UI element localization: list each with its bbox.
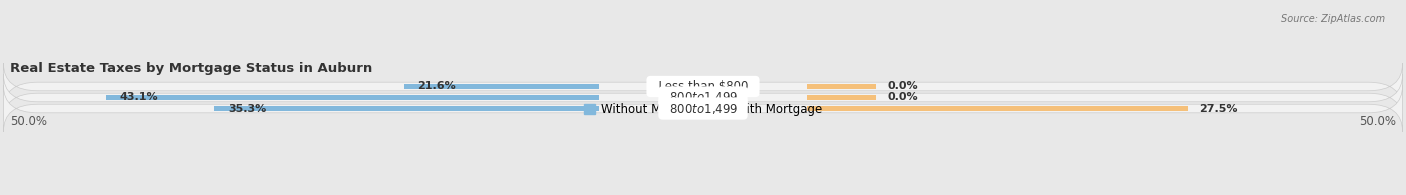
Text: 27.5%: 27.5% — [1199, 104, 1237, 113]
Text: 43.1%: 43.1% — [120, 92, 159, 103]
Bar — [105, 95, 599, 100]
Bar — [214, 106, 599, 111]
FancyBboxPatch shape — [3, 63, 1403, 110]
Bar — [807, 84, 876, 89]
Text: 50.0%: 50.0% — [10, 115, 48, 128]
Text: $800 to $1,499: $800 to $1,499 — [662, 90, 744, 105]
Bar — [404, 84, 599, 89]
FancyBboxPatch shape — [3, 74, 1403, 121]
Bar — [807, 95, 876, 100]
Text: 50.0%: 50.0% — [1358, 115, 1396, 128]
Text: 21.6%: 21.6% — [418, 82, 457, 91]
Text: Real Estate Taxes by Mortgage Status in Auburn: Real Estate Taxes by Mortgage Status in … — [10, 62, 373, 75]
Text: 0.0%: 0.0% — [887, 92, 918, 103]
Text: $800 to $1,499: $800 to $1,499 — [662, 102, 744, 115]
Legend: Without Mortgage, With Mortgage: Without Mortgage, With Mortgage — [583, 103, 823, 116]
Bar — [807, 106, 1188, 111]
FancyBboxPatch shape — [3, 85, 1403, 132]
Text: Source: ZipAtlas.com: Source: ZipAtlas.com — [1281, 14, 1385, 24]
Text: 35.3%: 35.3% — [228, 104, 266, 113]
Text: 0.0%: 0.0% — [887, 82, 918, 91]
Text: Less than $800: Less than $800 — [651, 80, 755, 93]
